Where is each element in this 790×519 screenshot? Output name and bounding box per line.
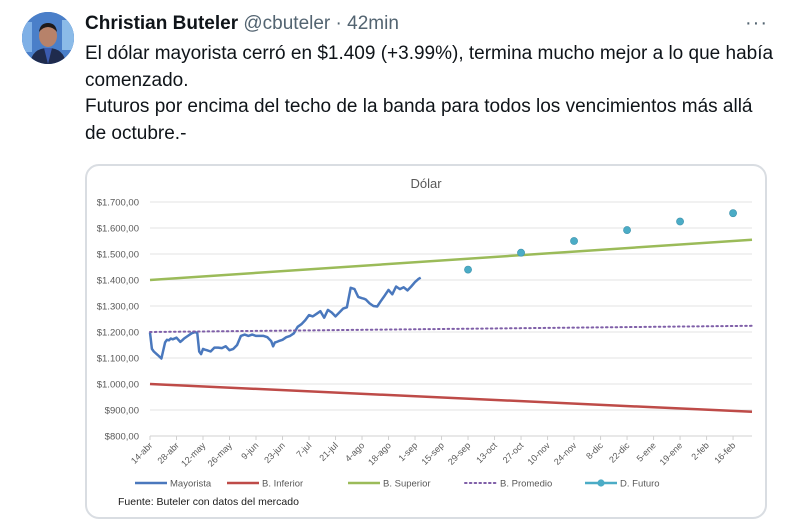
author-name[interactable]: Christian Buteler <box>85 13 239 34</box>
x-tick-label: 12-may <box>179 440 208 469</box>
x-tick-label: 5-ene <box>635 440 658 463</box>
future-point <box>623 226 631 234</box>
series-b-superior-line <box>149 238 753 282</box>
tweet-header: Christian Buteler @cbuteler · 42min <box>85 13 399 35</box>
x-tick-label: 24-nov <box>552 440 579 467</box>
future-point <box>729 209 737 218</box>
x-tick-label: 26-may <box>206 440 235 469</box>
future-point <box>676 217 684 226</box>
legend-label-d-futuro: D. Futuro <box>620 479 660 490</box>
series-mayorista-line <box>148 276 422 360</box>
legend-marker-d-futuro <box>597 479 605 487</box>
separator: · <box>335 13 342 34</box>
y-tick-label: $1.300,00 <box>97 302 139 313</box>
y-tick-label: $800,00 <box>105 432 139 443</box>
x-tick-label: 14-abr <box>129 440 154 465</box>
future-point <box>570 237 578 245</box>
x-tick-label: 21-jul <box>317 440 340 463</box>
tweet-line-1: El dólar mayorista cerró en $1.409 (+3.9… <box>85 43 774 91</box>
legend-label-b-superior: B. Superior <box>383 479 431 490</box>
timestamp[interactable]: 42min <box>347 13 399 34</box>
x-tick-label: 29-sep <box>446 440 473 467</box>
future-point <box>517 248 525 257</box>
avatar-photo <box>22 12 74 64</box>
tweet-line-2: Futuros por encima del techo de la banda… <box>85 96 753 144</box>
x-tick-label: 28-abr <box>155 440 180 465</box>
x-tick-label: 4-ago <box>343 440 366 463</box>
future-point <box>464 265 472 274</box>
x-tick-label: 15-sep <box>419 440 446 467</box>
legend-label-mayorista: Mayorista <box>170 479 212 490</box>
y-tick-label: $1.700,00 <box>97 198 139 209</box>
x-tick-label: 10-nov <box>525 440 552 467</box>
tweet-text: El dólar mayorista cerró en $1.409 (+3.9… <box>85 41 775 147</box>
y-tick-label: $1.500,00 <box>97 250 139 261</box>
x-tick-label: 2-feb <box>689 440 711 462</box>
legend-label-b-inferior: B. Inferior <box>262 479 303 490</box>
legend-label-b-promedio: B. Promedio <box>500 479 552 490</box>
x-tick-label: 8-dic <box>584 440 605 461</box>
x-tick-label: 16-feb <box>712 440 737 465</box>
series-b-promedio-line <box>149 324 753 333</box>
x-tick-label: 22-dic <box>607 440 632 465</box>
chart-title: Dólar <box>410 176 442 191</box>
x-tick-label: 18-ago <box>366 440 393 467</box>
y-tick-label: $1.400,00 <box>97 276 139 287</box>
author-handle[interactable]: @cbuteler <box>243 13 331 34</box>
y-tick-label: $900,00 <box>105 406 139 417</box>
series-b-inferior-line <box>149 382 753 414</box>
y-tick-label: $1.100,00 <box>97 354 139 365</box>
x-tick-label: 13-oct <box>474 440 499 465</box>
x-tick-label: 9-jun <box>239 440 260 461</box>
y-tick-label: $1.200,00 <box>97 328 139 339</box>
avatar[interactable] <box>22 12 74 64</box>
y-tick-label: $1.000,00 <box>97 380 139 391</box>
chart-source: Fuente: Buteler con datos del mercado <box>118 496 299 508</box>
x-tick-label: 1-sep <box>396 440 419 463</box>
more-options-icon[interactable]: ··· <box>745 12 768 34</box>
x-tick-label: 27-oct <box>501 440 526 465</box>
x-tick-label: 19-ene <box>658 440 685 467</box>
y-tick-label: $1.600,00 <box>97 224 139 235</box>
x-tick-label: 7-jul <box>294 440 313 459</box>
x-tick-label: 23-jun <box>262 440 287 465</box>
